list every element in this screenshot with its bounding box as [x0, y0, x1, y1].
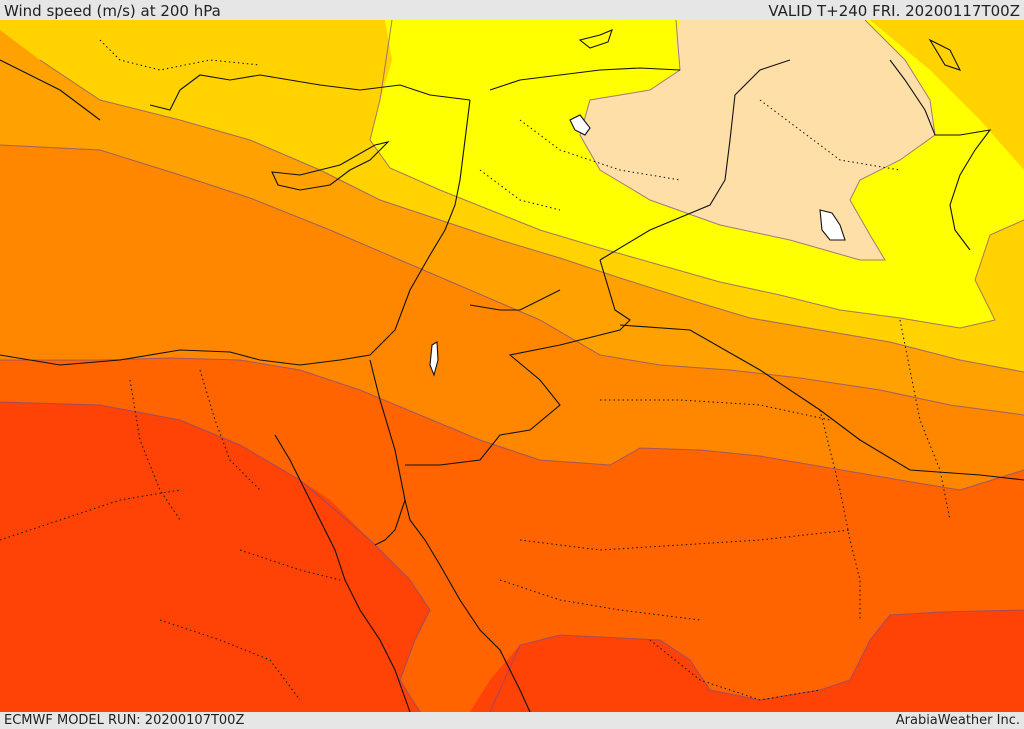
header-bar: Wind speed (m/s) at 200 hPa VALID T+240 …	[0, 0, 1024, 20]
footer-bar: ECMWF MODEL RUN: 20200107T00Z ArabiaWeat…	[0, 712, 1024, 729]
band-gold-patch	[985, 20, 1024, 90]
coastlines	[0, 29, 1024, 712]
map-title: Wind speed (m/s) at 200 hPa	[4, 2, 221, 20]
wind-contours	[0, 20, 1024, 712]
wind-speed-map	[0, 20, 1024, 712]
credit-label: ArabiaWeather Inc.	[895, 713, 1020, 728]
valid-time: VALID T+240 FRI. 20200117T00Z	[768, 2, 1020, 20]
model-run-label: ECMWF MODEL RUN: 20200107T00Z	[4, 713, 245, 728]
internal-borders	[0, 39, 951, 701]
band-pale	[580, 20, 935, 260]
